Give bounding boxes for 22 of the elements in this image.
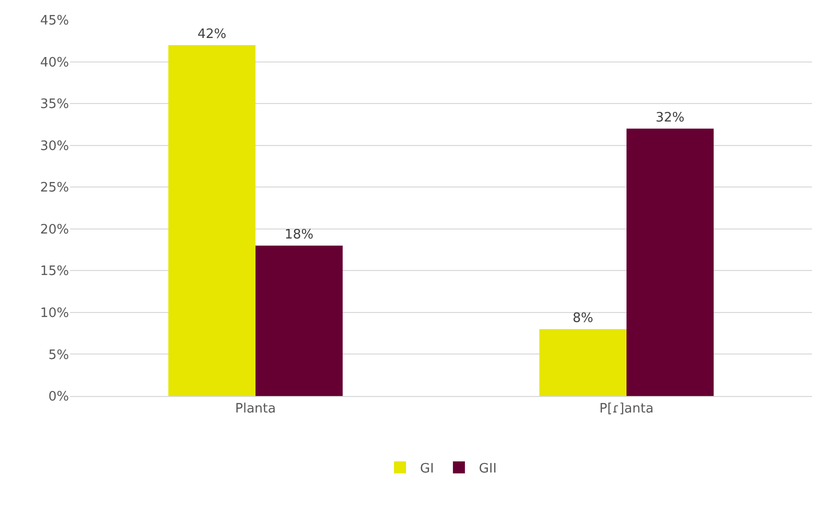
legend-label: GII (478, 461, 497, 476)
y-tick-label: 15% (40, 264, 69, 280)
y-tick-label: 25% (40, 180, 69, 196)
y-tick-label: 20% (40, 222, 69, 238)
bar (256, 246, 343, 396)
y-tick-label: 10% (40, 306, 69, 321)
legend-label: GI (420, 461, 434, 476)
y-tick-label: 45% (40, 14, 69, 29)
y-tick-label: 35% (40, 97, 69, 112)
y-tick-label: 5% (48, 348, 69, 363)
bar (626, 128, 714, 396)
bar (168, 45, 256, 396)
bar (539, 329, 626, 396)
y-tick-label: 0% (48, 390, 69, 405)
y-tick-label: 30% (40, 138, 69, 154)
x-tick-label: P[ɾ]anta (599, 402, 654, 417)
data-label: 18% (284, 228, 314, 243)
y-tick-label: 40% (40, 55, 69, 70)
x-tick-label: Planta (235, 402, 276, 417)
data-label: 8% (572, 311, 594, 326)
data-label: 42% (197, 27, 226, 42)
data-label: 32% (656, 110, 685, 126)
